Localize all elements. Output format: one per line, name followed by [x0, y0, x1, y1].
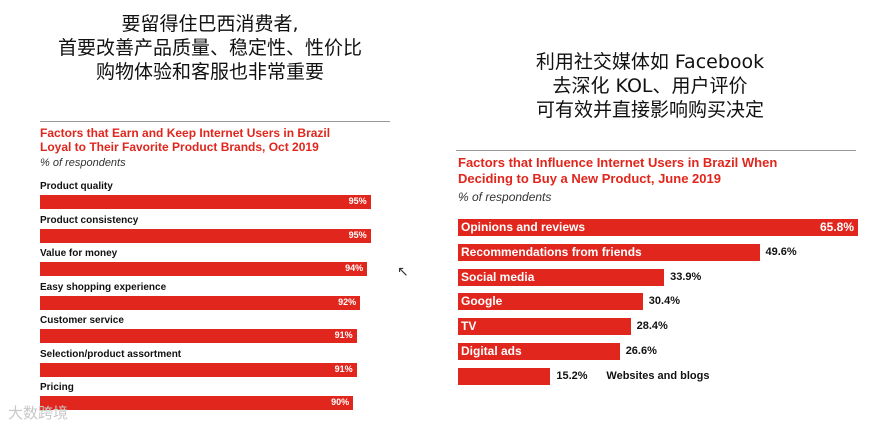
left-chart-value-label: 91%	[334, 330, 353, 340]
left-chart-bar: 95%	[40, 195, 371, 209]
left-chart-category-label: Customer service	[40, 315, 124, 326]
left-chart-category-label: Selection/product assortment	[40, 348, 182, 360]
left-chart-category-label: Product quality	[40, 181, 113, 192]
left-chart-value-label: 94%	[345, 263, 364, 273]
watermark-logo: 大数跨境	[8, 404, 69, 422]
left-headline: 要留得住巴西消费者, 首要改善产品质量、稳定性、性价比 购物体验和客服也非常重要	[0, 12, 420, 84]
right-chart-value-label: 28.4%	[636, 320, 668, 333]
right-chart-bar: Google	[458, 293, 643, 311]
right-chart-title-line: Factors that Influence Internet Users in…	[458, 155, 778, 170]
left-chart-bar: 92%	[40, 295, 361, 310]
left-chart-title-line: Factors that Earn and Keep Internet User…	[40, 126, 331, 140]
right-chart-category-label: Opinions and reviews	[461, 220, 586, 234]
left-chart-bar: 91%	[40, 362, 357, 377]
right-chart-bar: Recommendations from friends	[458, 243, 760, 261]
right-chart-value-label: 65.8%	[819, 220, 854, 234]
right-headline-line: 去深化 KOL、用户评价	[552, 75, 748, 97]
right-chart-value-label: 15.2%	[556, 369, 588, 382]
right-headline-line: 利用社交媒体如 Facebook	[535, 51, 765, 73]
right-chart-category-label: Websites and blogs	[606, 369, 710, 382]
left-chart-bar: 94%	[40, 262, 368, 276]
right-headline: 利用社交媒体如 Facebook 去深化 KOL、用户评价 可有效并直接影响购买…	[440, 50, 860, 122]
right-chart-category-label: Social media	[461, 269, 535, 284]
right-chart-bar	[458, 367, 551, 385]
mouse-cursor-icon: ↖	[397, 264, 409, 280]
left-headline-line: 要留得住巴西消费者,	[121, 13, 299, 35]
right-chart-bar: TV	[458, 318, 631, 336]
left-chart-value-label: 95%	[348, 229, 367, 240]
right-chart-bar: Social media	[458, 268, 665, 286]
left-headline-line: 首要改善产品质量、稳定性、性价比	[57, 37, 362, 59]
left-chart-title-line: Loyal to Their Favorite Product Brands, …	[40, 140, 319, 154]
left-chart-title: Factors that Earn and Keep Internet User…	[40, 126, 330, 154]
left-chart-value-label: 91%	[334, 363, 353, 374]
right-chart-value-label: 30.4%	[648, 295, 680, 308]
left-chart-category-label: Easy shopping experience	[40, 281, 167, 293]
right-chart-value-label: 33.9%	[670, 270, 702, 283]
right-chart-category-label: Digital ads	[461, 344, 522, 358]
right-headline-line: 可有效并直接影响购买决定	[535, 99, 764, 121]
left-chart-value-label: 90%	[331, 397, 350, 407]
right-chart-bar: Opinions and reviews 65.8%	[458, 219, 858, 236]
left-chart-value-label: 92%	[338, 296, 357, 307]
left-chart-category-label: Pricing	[40, 382, 74, 393]
right-chart-category-label: Recommendations from friends	[461, 244, 642, 259]
right-chart-category-label: TV	[461, 319, 477, 334]
left-chart-category-label: Value for money	[40, 248, 118, 259]
left-chart-category-label: Product consistency	[40, 214, 139, 226]
right-chart-title: Factors that Influence Internet Users in…	[458, 155, 777, 187]
right-chart-top-rule	[456, 150, 856, 151]
left-chart-subtitle: % of respondents	[40, 157, 126, 169]
right-chart-bar: Digital ads	[458, 343, 620, 360]
left-chart-bar: 95%	[40, 228, 371, 243]
right-chart-title-line: Deciding to Buy a New Product, June 2019	[458, 171, 721, 186]
left-chart-top-rule	[40, 121, 390, 122]
right-chart-category-label: Google	[461, 294, 503, 309]
left-chart-bar: 90%	[40, 396, 354, 410]
left-headline-line: 购物体验和客服也非常重要	[95, 61, 324, 83]
left-chart-value-label: 95%	[348, 196, 367, 206]
right-chart-value-label: 26.6%	[625, 345, 657, 357]
right-chart-value-label: 49.6%	[765, 245, 797, 258]
left-chart-bar: 91%	[40, 329, 357, 343]
right-chart-subtitle: % of respondents	[458, 190, 552, 204]
